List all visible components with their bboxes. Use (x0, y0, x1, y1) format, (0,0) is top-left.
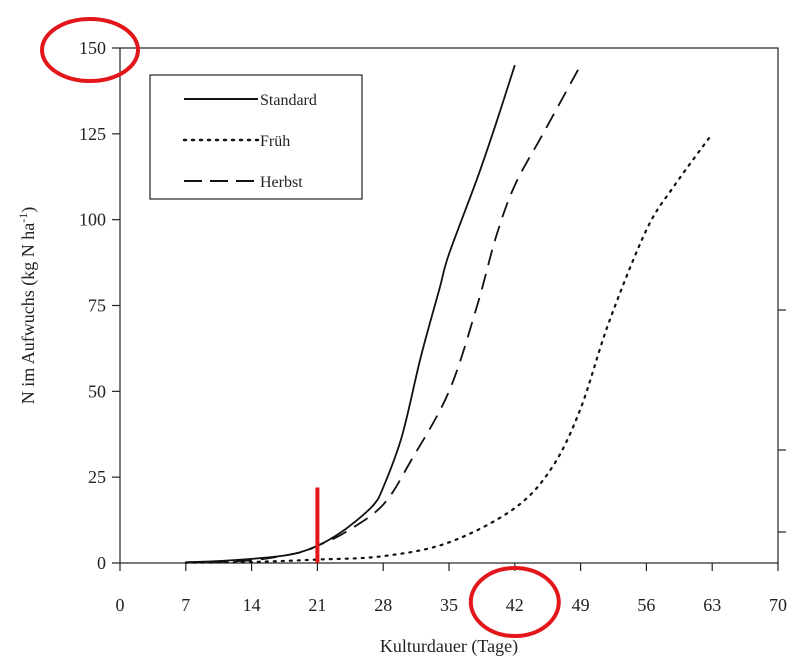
x-tick-label: 21 (308, 595, 326, 615)
x-tick-label: 0 (116, 595, 125, 615)
y-tick-label: 75 (88, 296, 106, 316)
y-tick-label: 0 (97, 553, 106, 573)
x-tick-label: 35 (440, 595, 458, 615)
series-line-herbst (185, 64, 582, 564)
y-tick-label: 50 (88, 381, 106, 401)
y-axis-title: N im Aufwuchs (kg N ha-1) (16, 207, 39, 404)
x-tick-label: 63 (703, 595, 721, 615)
legend-label: Früh (260, 133, 290, 150)
highlight-circle-y150 (40, 17, 140, 83)
x-tick-label: 70 (769, 595, 787, 615)
legend-label: Standard (260, 92, 317, 109)
x-tick-label: 56 (637, 595, 655, 615)
y-tick-label: 100 (79, 210, 106, 230)
y-tick-label: 125 (79, 124, 106, 144)
y-tick-label: 150 (79, 38, 106, 58)
y-tick-label: 25 (88, 467, 106, 487)
x-tick-label: 42 (506, 595, 524, 615)
highlight-circle-x42 (468, 566, 561, 638)
x-tick-label: 14 (243, 595, 261, 615)
x-tick-label: 28 (374, 595, 392, 615)
x-axis-title: Kulturdauer (Tage) (380, 636, 518, 657)
legend-label: Herbst (260, 174, 303, 191)
legend-box (149, 74, 363, 200)
x-tick-label: 7 (181, 595, 190, 615)
x-tick-label: 49 (572, 595, 590, 615)
series-line-frh (184, 132, 714, 564)
